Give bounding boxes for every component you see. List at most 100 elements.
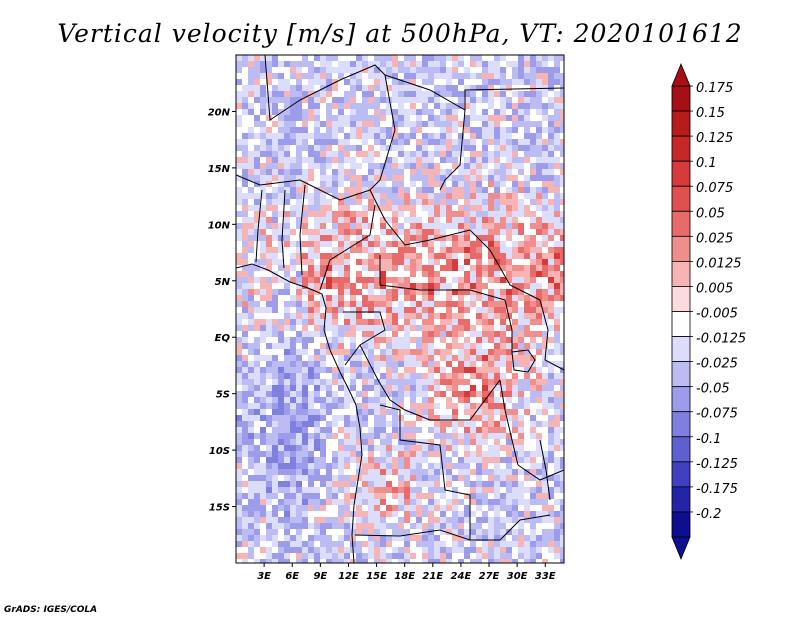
field-cell xyxy=(434,85,441,92)
field-cell xyxy=(530,235,537,242)
field-cell xyxy=(506,67,513,74)
field-cell xyxy=(308,223,315,230)
field-cell xyxy=(518,415,525,422)
field-cell xyxy=(290,349,297,356)
field-cell xyxy=(446,85,453,92)
field-cell xyxy=(332,367,339,374)
field-cell xyxy=(368,163,375,170)
field-cell xyxy=(512,211,519,218)
field-cell xyxy=(338,403,345,410)
field-cell xyxy=(272,181,279,188)
field-cell xyxy=(548,361,555,368)
field-cell xyxy=(470,265,477,272)
field-cell xyxy=(482,115,489,122)
field-cell xyxy=(296,157,303,164)
field-cell xyxy=(326,223,333,230)
field-cell xyxy=(302,127,309,134)
field-cell xyxy=(518,349,525,356)
field-cell xyxy=(488,283,495,290)
field-cell xyxy=(506,541,513,548)
field-cell xyxy=(506,415,513,422)
field-cell xyxy=(350,61,357,68)
field-cell xyxy=(242,553,249,560)
field-cell xyxy=(434,337,441,344)
field-cell xyxy=(260,319,267,326)
field-cell xyxy=(512,169,519,176)
field-cell xyxy=(416,187,423,194)
field-cell xyxy=(260,217,267,224)
field-cell xyxy=(554,403,561,410)
field-cell xyxy=(386,265,393,272)
field-cell xyxy=(554,445,561,452)
field-cell xyxy=(434,115,441,122)
field-cell xyxy=(236,337,243,344)
field-cell xyxy=(266,355,273,362)
field-cell xyxy=(362,397,369,404)
field-cell xyxy=(272,163,279,170)
field-cell xyxy=(530,181,537,188)
field-cell xyxy=(332,457,339,464)
field-cell xyxy=(548,313,555,320)
field-cell xyxy=(554,457,561,464)
field-cell xyxy=(506,139,513,146)
field-cell xyxy=(470,355,477,362)
field-cell xyxy=(416,481,423,488)
field-cell xyxy=(242,355,249,362)
field-cell xyxy=(404,91,411,98)
field-cell xyxy=(554,259,561,266)
field-cell xyxy=(344,163,351,170)
field-cell xyxy=(332,121,339,128)
field-cell xyxy=(326,319,333,326)
field-cell xyxy=(236,469,243,476)
field-cell xyxy=(512,529,519,536)
field-cell xyxy=(332,451,339,458)
field-cell xyxy=(518,505,525,512)
field-cell xyxy=(284,421,291,428)
field-cell xyxy=(386,505,393,512)
field-cell xyxy=(386,559,393,563)
field-cell xyxy=(452,403,459,410)
field-cell xyxy=(422,397,429,404)
field-cell xyxy=(236,397,243,404)
field-cell xyxy=(410,325,417,332)
field-cell xyxy=(506,481,513,488)
field-cell xyxy=(500,61,507,68)
colorbar-label: -0.025 xyxy=(696,357,738,372)
field-cell xyxy=(278,151,285,158)
field-cell xyxy=(362,55,369,62)
field-cell xyxy=(302,175,309,182)
field-cell xyxy=(488,337,495,344)
field-cell xyxy=(554,187,561,194)
field-cell xyxy=(308,61,315,68)
field-cell xyxy=(404,463,411,470)
field-cell xyxy=(374,187,381,194)
field-cell xyxy=(464,205,471,212)
field-cell xyxy=(560,409,564,416)
field-cell xyxy=(404,427,411,434)
field-cell xyxy=(320,559,327,563)
field-cell xyxy=(248,373,255,380)
field-cell xyxy=(272,187,279,194)
field-cell xyxy=(458,271,465,278)
field-cell xyxy=(494,421,501,428)
field-cell xyxy=(440,85,447,92)
field-cell xyxy=(488,517,495,524)
field-cell xyxy=(362,349,369,356)
field-cell xyxy=(248,241,255,248)
field-cell xyxy=(326,349,333,356)
field-cell xyxy=(470,271,477,278)
field-cell xyxy=(482,355,489,362)
colorbar-segment xyxy=(671,461,691,488)
field-cell xyxy=(530,283,537,290)
field-cell xyxy=(362,319,369,326)
field-cell xyxy=(416,217,423,224)
field-cell xyxy=(422,181,429,188)
field-cell xyxy=(422,193,429,200)
field-cell xyxy=(476,97,483,104)
field-cell xyxy=(488,445,495,452)
colorbar-segment xyxy=(671,286,691,312)
field-cell xyxy=(422,199,429,206)
field-cell xyxy=(302,151,309,158)
field-cell xyxy=(476,517,483,524)
field-cell xyxy=(470,379,477,386)
